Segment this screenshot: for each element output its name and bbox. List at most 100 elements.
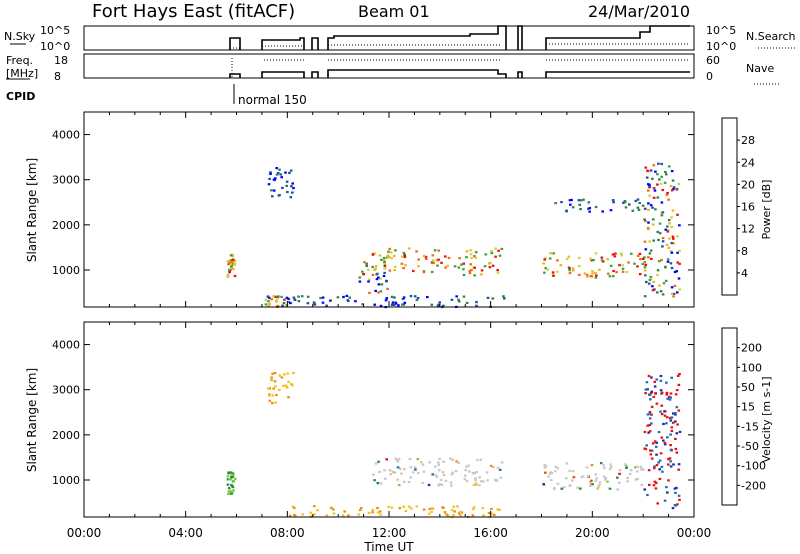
time-tick-label: 04:00 bbox=[168, 526, 203, 540]
power-echo-cell bbox=[656, 291, 659, 294]
power-echo-cell bbox=[646, 169, 649, 172]
power-echo-cell bbox=[585, 273, 589, 276]
power-colorbar-tick-label: 28 bbox=[741, 134, 755, 147]
power-echo-cell bbox=[644, 263, 648, 266]
power-echo-cell bbox=[647, 189, 650, 192]
power-echo-cell bbox=[446, 264, 449, 267]
velocity-echo-cell bbox=[659, 389, 663, 392]
velocity-echo-cell bbox=[549, 478, 553, 482]
power-echo-cell bbox=[648, 252, 652, 255]
velocity-echo-cell bbox=[663, 441, 667, 444]
velocity-echo-cell bbox=[438, 483, 441, 486]
velocity-echo-cell bbox=[667, 463, 670, 466]
velocity-echo-cell bbox=[428, 507, 432, 510]
power-echo-cell bbox=[578, 264, 581, 268]
time-tick-label: 12:00 bbox=[372, 526, 407, 540]
power-echo-cell bbox=[651, 218, 655, 221]
velocity-echo-cell bbox=[227, 490, 231, 493]
velocity-echo-cell bbox=[408, 457, 412, 461]
velocity-echo-cell bbox=[655, 441, 658, 444]
power-echo-cell bbox=[284, 171, 287, 174]
velocity-echo-cell bbox=[499, 476, 502, 479]
velocity-echo-cell bbox=[678, 373, 681, 376]
velocity-echo-cell bbox=[396, 460, 400, 463]
velocity-echo-cell bbox=[437, 484, 440, 487]
power-echo-cell bbox=[653, 288, 656, 291]
velocity-echo-cell bbox=[312, 513, 316, 516]
velocity-echo-cell bbox=[674, 420, 677, 423]
power-echo-cell bbox=[279, 173, 283, 176]
power-echo-cell bbox=[660, 201, 664, 204]
power-echo-cell bbox=[383, 263, 387, 266]
velocity-echo-cell bbox=[444, 479, 448, 482]
power-echo-cell bbox=[291, 182, 294, 185]
power-echo-cell bbox=[285, 184, 288, 187]
power-echo-cell bbox=[543, 258, 546, 261]
velocity-echo-cell bbox=[568, 484, 572, 487]
power-echo-cell bbox=[275, 173, 279, 176]
velocity-echo-cell bbox=[644, 392, 647, 395]
velocity-echo-cell bbox=[278, 374, 282, 377]
power-echo-cell bbox=[457, 298, 460, 301]
velocity-echo-cell bbox=[280, 376, 284, 379]
velocity-echo-cell bbox=[648, 410, 652, 414]
power-echo-cell bbox=[579, 208, 582, 211]
velocity-echo-cell bbox=[437, 461, 440, 464]
power-echo-cell bbox=[379, 290, 383, 293]
power-echo-cell bbox=[373, 252, 377, 255]
power-echo-cell bbox=[672, 186, 676, 189]
power-echo-cell bbox=[401, 297, 405, 300]
velocity-echo-cell bbox=[649, 453, 653, 456]
power-echo-cell bbox=[546, 268, 549, 271]
power-echo-cell bbox=[652, 187, 656, 190]
velocity-echo-cell bbox=[396, 466, 400, 469]
velocity-echo-cell bbox=[371, 511, 374, 514]
power-echo-cell bbox=[230, 260, 234, 263]
power-echo-cell bbox=[678, 262, 681, 265]
power-echo-cell bbox=[297, 300, 301, 303]
power-echo-cell bbox=[578, 273, 581, 276]
velocity-echo-cell bbox=[450, 509, 454, 512]
power-echo-cell bbox=[578, 203, 581, 206]
power-echo-cell bbox=[676, 251, 679, 254]
velocity-echo-cell bbox=[571, 470, 575, 473]
power-echo-cell bbox=[621, 270, 625, 273]
velocity-echo-cell bbox=[616, 488, 619, 491]
velocity-echo-cell bbox=[471, 514, 475, 517]
velocity-echo-cell bbox=[434, 465, 437, 468]
power-echo-cell bbox=[654, 170, 657, 173]
power-echo-cell bbox=[653, 189, 657, 192]
velocity-echo-cell bbox=[654, 481, 658, 484]
velocity-echo-cell bbox=[451, 471, 455, 474]
velocity-echo-cell bbox=[274, 401, 277, 404]
velocity-echo-cell bbox=[427, 483, 431, 487]
velocity-echo-cell bbox=[395, 459, 399, 462]
power-echo-cell bbox=[469, 253, 473, 256]
velocity-echo-cell bbox=[576, 486, 579, 489]
power-echo-cell bbox=[622, 201, 625, 204]
velocity-colorbar-tick-label: -15 bbox=[741, 420, 759, 433]
power-echo-cell bbox=[270, 189, 273, 192]
nsky-trace bbox=[229, 25, 690, 50]
power-echo-cell bbox=[377, 291, 380, 294]
power-echo-cell bbox=[620, 252, 623, 255]
power-echo-cell bbox=[618, 264, 621, 267]
power-echo-cell bbox=[638, 201, 641, 205]
velocity-echo-cell bbox=[284, 384, 288, 387]
power-echo-cell bbox=[484, 253, 488, 256]
power-echo-cell bbox=[469, 263, 473, 266]
velocity-echo-cell bbox=[409, 476, 413, 479]
power-echo-cell bbox=[470, 256, 473, 260]
power-echo-cell bbox=[362, 272, 366, 276]
velocity-echo-cell bbox=[636, 465, 639, 468]
power-echo-cell bbox=[657, 162, 660, 165]
velocity-echo-cell bbox=[544, 471, 547, 474]
velocity-echo-cell bbox=[398, 507, 402, 510]
velocity-echo-cell bbox=[660, 436, 664, 439]
power-echo-cell bbox=[565, 258, 569, 261]
power-echo-cell bbox=[402, 296, 406, 299]
power-echo-cell bbox=[668, 222, 671, 225]
power-echo-cell bbox=[637, 208, 641, 211]
velocity-echo-cell bbox=[542, 483, 545, 486]
